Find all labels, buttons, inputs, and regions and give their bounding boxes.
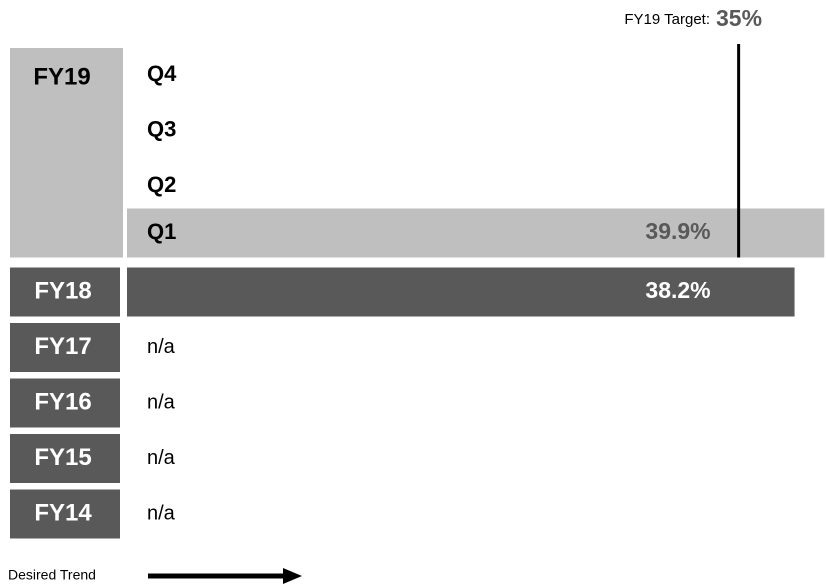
group-box: [10, 267, 120, 317]
group-label: FY19: [33, 63, 90, 90]
bar: [127, 267, 795, 317]
group-label: FY18: [34, 277, 91, 304]
value-label: n/a: [147, 391, 176, 413]
target-value: 35%: [716, 5, 762, 31]
trend-arrowhead: [283, 568, 302, 584]
group-label: FY17: [34, 333, 91, 360]
value-label: n/a: [147, 502, 176, 524]
bar: [127, 208, 825, 258]
target-label: FY19 Target:: [624, 11, 710, 28]
group-box: [10, 489, 120, 539]
value-label: n/a: [147, 447, 176, 469]
group-box: [10, 378, 120, 428]
value-label: n/a: [147, 336, 176, 358]
value-label: 38.2%: [645, 277, 710, 303]
category-label: Q3: [147, 116, 176, 141]
category-label: Q1: [147, 219, 176, 244]
category-label: Q4: [147, 61, 177, 86]
group-label: FY15: [34, 444, 91, 471]
category-label: Q2: [147, 172, 176, 197]
group-box: [10, 434, 120, 483]
group-box: [10, 323, 120, 372]
group-label: FY16: [34, 388, 91, 415]
group-box: [10, 48, 123, 258]
legend-label: Desired Trend: [8, 567, 96, 583]
value-label: 39.9%: [645, 218, 710, 244]
group-label: FY14: [34, 499, 92, 526]
